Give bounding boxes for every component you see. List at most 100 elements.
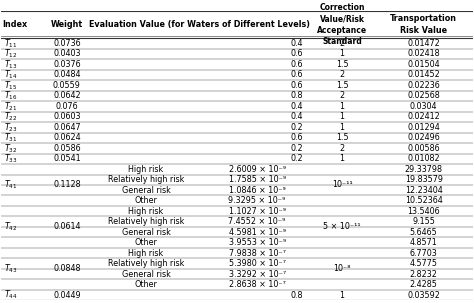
- Text: 0.6: 0.6: [291, 60, 303, 69]
- Text: 0.01472: 0.01472: [407, 39, 440, 48]
- Text: 0.0736: 0.0736: [53, 39, 81, 48]
- Text: 0.02418: 0.02418: [407, 49, 440, 58]
- Text: Relatively high risk: Relatively high risk: [108, 217, 184, 226]
- Text: $T_{33}$: $T_{33}$: [3, 152, 17, 165]
- Text: 1.5: 1.5: [336, 81, 348, 90]
- Text: $T_{11}$: $T_{11}$: [3, 37, 17, 50]
- Text: 0.4: 0.4: [291, 112, 303, 122]
- Text: 0.076: 0.076: [55, 102, 78, 111]
- Text: 3.3292 × 10⁻⁷: 3.3292 × 10⁻⁷: [228, 270, 286, 278]
- Text: $T_{13}$: $T_{13}$: [3, 58, 17, 71]
- Text: Other: Other: [135, 196, 157, 205]
- Text: 0.0624: 0.0624: [53, 133, 81, 142]
- Text: 1: 1: [340, 49, 345, 58]
- Text: 1: 1: [340, 102, 345, 111]
- Text: 0.0614: 0.0614: [53, 222, 81, 231]
- Text: 0.0449: 0.0449: [53, 291, 81, 300]
- Text: 5 × 10⁻¹¹: 5 × 10⁻¹¹: [323, 222, 361, 231]
- Text: 1.0846 × 10⁻⁹: 1.0846 × 10⁻⁹: [229, 186, 285, 195]
- Text: 0.0376: 0.0376: [53, 60, 81, 69]
- Text: 0.6: 0.6: [291, 49, 303, 58]
- Text: $T_{23}$: $T_{23}$: [3, 121, 17, 134]
- Text: 3.9553 × 10⁻⁹: 3.9553 × 10⁻⁹: [228, 238, 286, 247]
- Text: Transportation
Risk Value: Transportation Risk Value: [390, 15, 457, 35]
- Text: 0.1128: 0.1128: [53, 181, 81, 189]
- Text: General risk: General risk: [122, 270, 171, 278]
- Text: 10⁻⁸: 10⁻⁸: [333, 264, 351, 273]
- Text: 0.01504: 0.01504: [407, 60, 440, 69]
- Text: 0.4: 0.4: [291, 39, 303, 48]
- Text: 4.5981 × 10⁻⁹: 4.5981 × 10⁻⁹: [228, 228, 286, 237]
- Text: $T_{15}$: $T_{15}$: [3, 79, 17, 92]
- Text: 0.01294: 0.01294: [407, 123, 440, 132]
- Text: 9.155: 9.155: [412, 217, 435, 226]
- Text: 0.6: 0.6: [291, 71, 303, 79]
- Text: 1.5: 1.5: [336, 133, 348, 142]
- Text: 1: 1: [340, 112, 345, 122]
- Text: 0.8: 0.8: [291, 291, 303, 300]
- Text: $T_{31}$: $T_{31}$: [3, 132, 17, 144]
- Text: 0.02236: 0.02236: [407, 81, 440, 90]
- Text: 9.3295 × 10⁻⁹: 9.3295 × 10⁻⁹: [228, 196, 286, 205]
- Text: 19.83579: 19.83579: [405, 175, 443, 184]
- Text: 0.2: 0.2: [291, 144, 303, 153]
- Text: 0.03592: 0.03592: [407, 291, 440, 300]
- Text: 2.8232: 2.8232: [410, 270, 438, 278]
- Text: 2: 2: [339, 71, 345, 79]
- Text: $T_{22}$: $T_{22}$: [3, 111, 17, 123]
- Text: 12.23404: 12.23404: [405, 186, 443, 195]
- Text: 7.9838 × 10⁻⁷: 7.9838 × 10⁻⁷: [228, 249, 286, 258]
- Text: 0.0559: 0.0559: [53, 81, 81, 90]
- Text: $T_{42}$: $T_{42}$: [3, 221, 17, 233]
- Text: Correction
Value/Risk
Acceptance
Standard: Correction Value/Risk Acceptance Standar…: [317, 3, 367, 46]
- Text: 2: 2: [339, 144, 345, 153]
- Text: 2: 2: [339, 92, 345, 100]
- Text: $T_{21}$: $T_{21}$: [3, 100, 17, 113]
- Text: 1.5: 1.5: [336, 60, 348, 69]
- Text: 0.2: 0.2: [291, 123, 303, 132]
- Text: 0.01452: 0.01452: [407, 71, 440, 79]
- Text: General risk: General risk: [122, 186, 171, 195]
- Text: 10⁻¹¹: 10⁻¹¹: [332, 181, 353, 189]
- Text: 0.0642: 0.0642: [53, 92, 81, 100]
- Text: 2.6009 × 10⁻⁹: 2.6009 × 10⁻⁹: [228, 165, 286, 174]
- Text: 1: 1: [340, 123, 345, 132]
- Text: 1: 1: [340, 291, 345, 300]
- Text: 0.0603: 0.0603: [53, 112, 81, 122]
- Text: 0.00586: 0.00586: [407, 144, 440, 153]
- Text: 0.6: 0.6: [291, 133, 303, 142]
- Text: $T_{32}$: $T_{32}$: [3, 142, 17, 155]
- Text: 0.0647: 0.0647: [53, 123, 81, 132]
- Text: 1: 1: [340, 154, 345, 163]
- Text: 0.0541: 0.0541: [53, 154, 81, 163]
- Text: 0.0304: 0.0304: [410, 102, 438, 111]
- Text: 4.5775: 4.5775: [410, 259, 438, 268]
- Text: $T_{41}$: $T_{41}$: [3, 179, 17, 191]
- Text: 0.0484: 0.0484: [53, 71, 81, 79]
- Text: 4.8571: 4.8571: [410, 238, 438, 247]
- Text: $T_{44}$: $T_{44}$: [3, 289, 17, 301]
- Text: 10.52364: 10.52364: [405, 196, 443, 205]
- Text: Weight: Weight: [51, 20, 83, 29]
- Text: High risk: High risk: [128, 165, 164, 174]
- Text: 2: 2: [339, 39, 345, 48]
- Text: Other: Other: [135, 280, 157, 289]
- Text: 0.0403: 0.0403: [53, 49, 81, 58]
- Text: 13.5406: 13.5406: [407, 207, 440, 216]
- Text: 2.8638 × 10⁻⁷: 2.8638 × 10⁻⁷: [228, 280, 285, 289]
- Text: Evaluation Value (for Waters of Different Levels): Evaluation Value (for Waters of Differen…: [89, 20, 310, 29]
- Text: $T_{12}$: $T_{12}$: [3, 48, 17, 60]
- Text: General risk: General risk: [122, 228, 171, 237]
- Text: 0.8: 0.8: [291, 92, 303, 100]
- Text: $T_{43}$: $T_{43}$: [3, 263, 17, 275]
- Text: 1.1027 × 10⁻⁹: 1.1027 × 10⁻⁹: [228, 207, 286, 216]
- Text: High risk: High risk: [128, 249, 164, 258]
- Text: 2.4285: 2.4285: [410, 280, 438, 289]
- Text: 0.2: 0.2: [291, 154, 303, 163]
- Text: High risk: High risk: [128, 207, 164, 216]
- Text: 0.0586: 0.0586: [53, 144, 81, 153]
- Text: 0.01082: 0.01082: [407, 154, 440, 163]
- Text: 5.3980 × 10⁻⁷: 5.3980 × 10⁻⁷: [228, 259, 286, 268]
- Text: Other: Other: [135, 238, 157, 247]
- Text: 5.6465: 5.6465: [410, 228, 438, 237]
